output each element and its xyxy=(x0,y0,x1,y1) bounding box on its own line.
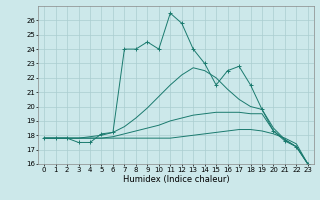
X-axis label: Humidex (Indice chaleur): Humidex (Indice chaleur) xyxy=(123,175,229,184)
